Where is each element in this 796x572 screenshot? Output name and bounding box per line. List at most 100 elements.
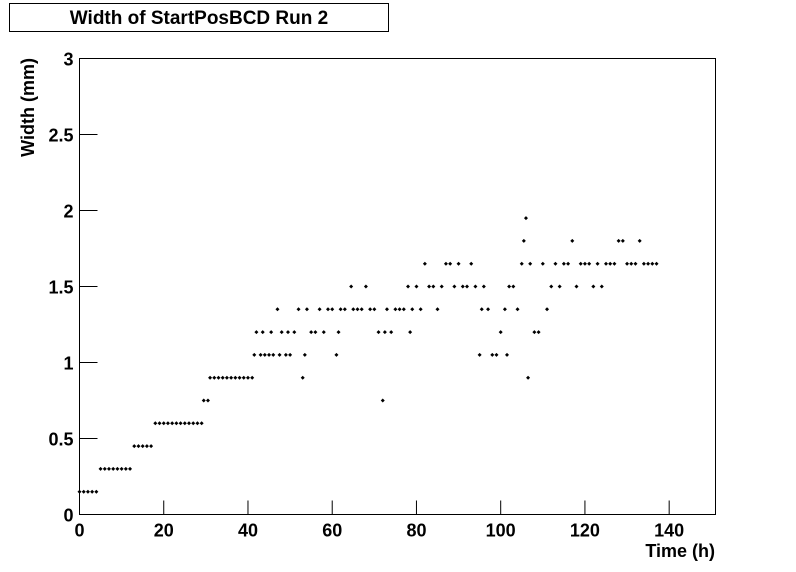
marker: [115, 466, 120, 471]
marker: [212, 375, 217, 380]
marker: [195, 421, 200, 426]
marker: [174, 421, 179, 426]
marker: [85, 489, 90, 494]
marker: [77, 489, 82, 494]
marker: [233, 375, 238, 380]
marker: [570, 238, 575, 243]
y-tick-label: 3: [63, 50, 73, 70]
marker: [654, 261, 659, 266]
marker: [90, 489, 95, 494]
marker: [456, 261, 461, 266]
marker: [140, 444, 145, 449]
y-tick-label: 1: [63, 354, 73, 374]
marker: [292, 330, 297, 335]
marker: [296, 307, 301, 312]
marker: [545, 307, 550, 312]
marker: [507, 284, 512, 289]
x-axis-label: Time (h): [645, 541, 715, 561]
marker: [519, 261, 524, 266]
marker: [342, 307, 347, 312]
marker: [260, 330, 265, 335]
marker: [418, 307, 423, 312]
marker: [313, 330, 318, 335]
marker: [494, 352, 499, 357]
marker: [408, 330, 413, 335]
marker: [422, 261, 427, 266]
marker: [302, 352, 307, 357]
marker: [372, 307, 377, 312]
marker: [566, 261, 571, 266]
marker: [161, 421, 166, 426]
marker: [549, 284, 554, 289]
y-tick-label: 0: [63, 506, 73, 526]
marker: [532, 330, 537, 335]
y-axis-label: Width (mm): [18, 58, 38, 157]
marker: [469, 261, 474, 266]
marker: [132, 444, 137, 449]
marker: [612, 261, 617, 266]
marker: [199, 421, 204, 426]
marker: [285, 330, 290, 335]
marker: [587, 261, 592, 266]
marker: [578, 261, 583, 266]
x-tick-label: 40: [238, 521, 258, 541]
marker: [410, 307, 415, 312]
marker: [536, 330, 541, 335]
y-tick-label: 2: [63, 202, 73, 222]
marker: [582, 261, 587, 266]
marker: [250, 375, 255, 380]
marker: [258, 352, 263, 357]
marker: [460, 284, 465, 289]
marker: [128, 466, 133, 471]
marker: [237, 375, 242, 380]
marker: [220, 375, 225, 380]
marker: [317, 307, 322, 312]
marker: [540, 261, 545, 266]
marker: [629, 261, 634, 266]
x-tick-label: 140: [654, 521, 684, 541]
marker: [81, 489, 86, 494]
marker: [288, 352, 293, 357]
marker: [102, 466, 107, 471]
marker: [603, 261, 608, 266]
marker: [123, 466, 128, 471]
x-tick-label: 60: [322, 521, 342, 541]
marker: [591, 284, 596, 289]
marker: [502, 307, 507, 312]
marker: [309, 330, 314, 335]
marker: [336, 330, 341, 335]
y-tick-label: 2.5: [48, 126, 73, 146]
marker: [481, 284, 486, 289]
marker: [111, 466, 116, 471]
marker: [439, 284, 444, 289]
y-tick-label: 0.5: [48, 430, 73, 450]
marker: [182, 421, 187, 426]
marker: [443, 261, 448, 266]
marker: [304, 307, 309, 312]
marker: [144, 444, 149, 449]
marker: [376, 330, 381, 335]
marker: [326, 307, 331, 312]
marker: [170, 421, 175, 426]
marker: [334, 352, 339, 357]
x-tick-label: 100: [486, 521, 516, 541]
marker: [473, 284, 478, 289]
marker: [205, 398, 210, 403]
marker: [511, 284, 516, 289]
x-tick-label: 120: [570, 521, 600, 541]
x-tick-label: 20: [154, 521, 174, 541]
marker: [224, 375, 229, 380]
marker: [620, 238, 625, 243]
chart-title: Width of StartPosBCD Run 2: [70, 8, 328, 29]
marker: [633, 261, 638, 266]
marker: [321, 330, 326, 335]
marker: [330, 307, 335, 312]
marker: [401, 307, 406, 312]
marker: [229, 375, 234, 380]
marker: [94, 489, 99, 494]
marker: [599, 284, 604, 289]
y-tick-label: 1.5: [48, 278, 73, 298]
marker: [245, 375, 250, 380]
